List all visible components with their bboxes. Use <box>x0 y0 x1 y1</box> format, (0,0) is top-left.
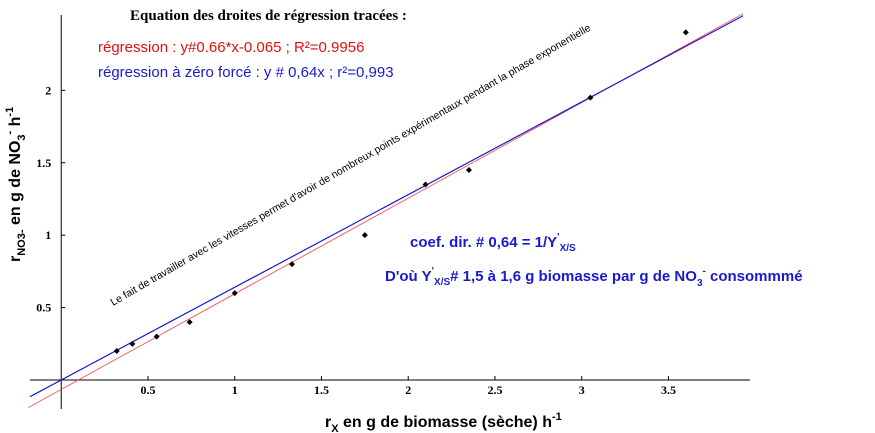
text: 3 <box>16 134 28 140</box>
data-point <box>113 348 120 355</box>
red-equation: régression : y#0.66*x-0.065 ; R²=0.9956 <box>98 39 364 56</box>
text: coef. dir. # 0,64 = 1/Y <box>410 234 557 251</box>
text: D'où Y <box>385 268 432 285</box>
text: ' <box>432 266 434 277</box>
coef-line: coef. dir. # 0,64 = 1/Y'X/S <box>410 232 576 254</box>
text: -1 <box>552 411 562 423</box>
x-tick-label: 2.5 <box>487 383 502 397</box>
text: ' <box>557 232 559 243</box>
yield-line: D'où Y'X/S# 1,5 à 1,6 g biomasse par g d… <box>385 266 803 289</box>
text: en g de biomasse (sèche) h <box>339 414 552 431</box>
x-tick-label: 3.5 <box>661 383 676 397</box>
x-tick-label: 2 <box>405 383 411 397</box>
y-axis-label: rNO3- en g de NO3- h-1 <box>4 107 28 262</box>
x-tick-label: 3 <box>579 383 585 397</box>
text: NO3- <box>16 229 28 256</box>
regression-line <box>29 15 744 398</box>
text: - <box>703 266 706 277</box>
text: # 1,5 à 1,6 g biomasse par g de NO <box>450 268 697 285</box>
heading: Equation des droites de régression tracé… <box>130 8 407 24</box>
text: consommmé <box>706 268 803 285</box>
text: 3 <box>697 278 703 289</box>
text: r <box>325 414 331 431</box>
y-tick-label: 2 <box>45 83 51 97</box>
x-tick-label: 1.5 <box>314 383 329 397</box>
y-tick-label: 1 <box>45 228 51 242</box>
x-tick-label: 1 <box>232 383 238 397</box>
data-point <box>587 94 594 101</box>
y-tick-label: 1.5 <box>36 156 51 170</box>
blue-equation: régression à zéro forcé : y # 0,64x ; r²… <box>98 64 394 81</box>
data-point <box>186 319 193 326</box>
text: X/S <box>560 243 576 254</box>
text: -1 <box>4 107 16 117</box>
x-axis-label: rX en g de biomasse (sèche) h-1 <box>325 411 562 433</box>
text: X <box>331 423 339 433</box>
text: r <box>7 256 24 262</box>
data-point <box>465 166 472 173</box>
data-point <box>153 333 160 340</box>
data-point <box>231 290 238 297</box>
text: h <box>7 117 24 131</box>
text: - <box>4 130 16 134</box>
data-point <box>361 232 368 239</box>
data-point <box>288 261 295 268</box>
data-point <box>422 181 429 188</box>
text: X/S <box>434 277 450 288</box>
data-point <box>682 29 689 36</box>
data-point <box>129 340 136 347</box>
y-tick-label: 0.5 <box>36 301 51 315</box>
text: en g de NO <box>7 141 24 230</box>
x-tick-label: 0.5 <box>140 383 155 397</box>
